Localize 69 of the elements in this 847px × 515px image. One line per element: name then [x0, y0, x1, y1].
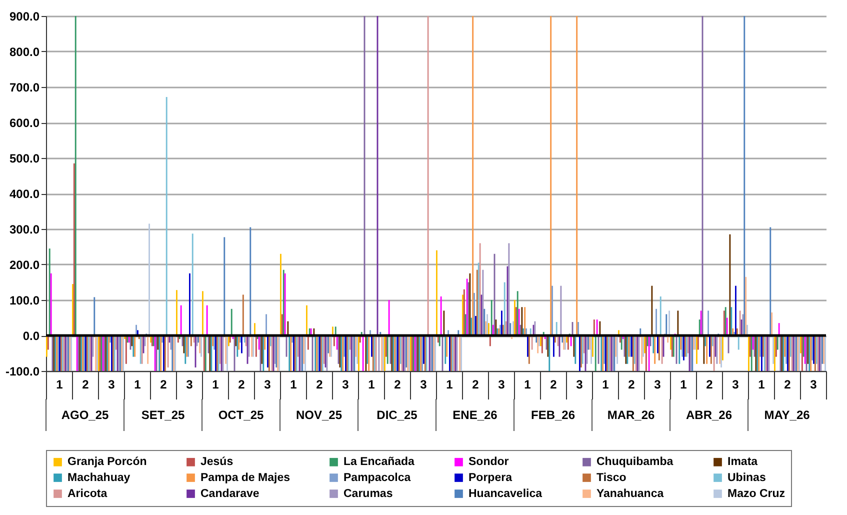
- text: SET_25: [141, 408, 186, 422]
- x-tick-label: 2: [472, 378, 480, 392]
- x-tick-label: 2: [550, 378, 558, 392]
- legend-label: Porpera: [468, 472, 513, 484]
- x-tick-label: 1: [212, 378, 220, 392]
- x-tick-label: 3: [420, 378, 428, 392]
- text: FEB_26: [530, 408, 576, 422]
- x-tick-label: 2: [316, 378, 324, 392]
- x-tick-label: 3: [498, 378, 506, 392]
- y-tick-label: 0.0: [22, 329, 40, 343]
- legend-label: Imata: [728, 456, 758, 468]
- x-tick-label: 3: [654, 378, 662, 392]
- text: NOV_25: [296, 408, 342, 422]
- legend-label: Huancavelica: [468, 488, 543, 500]
- x-tick-label: 2: [160, 378, 168, 392]
- x-tick-label: 2: [706, 378, 714, 392]
- x-tick-label: 1: [368, 378, 376, 392]
- y-tick-label: 900.0: [9, 10, 40, 24]
- y-tick-label: 800.0: [9, 45, 40, 59]
- text: MAR_26: [607, 408, 655, 422]
- x-tick-label: 1: [290, 378, 298, 392]
- x-tick-label: 2: [82, 378, 90, 392]
- legend-label: Pampacolca: [344, 472, 412, 484]
- text: ENE_26: [452, 408, 498, 422]
- y-tick-label: 100.0: [9, 294, 40, 308]
- y-tick-label: 700.0: [9, 80, 40, 94]
- x-tick-label: 1: [524, 378, 532, 392]
- x-tick-label: 1: [602, 378, 610, 392]
- x-tick-label: 3: [342, 378, 350, 392]
- x-tick-label: 2: [238, 378, 246, 392]
- x-tick-label: 1: [134, 378, 142, 392]
- legend-label: Chuquibamba: [596, 456, 674, 468]
- legend-label: Aricota: [68, 488, 108, 500]
- x-tick-label: 1: [56, 378, 64, 392]
- legend-label: Yanahuanca: [596, 488, 664, 500]
- text: OCT_25: [218, 408, 264, 422]
- y-tick-label: 300.0: [9, 222, 40, 236]
- y-tick-label: 600.0: [9, 116, 40, 130]
- legend-label: Ubinas: [728, 472, 766, 484]
- text: ABR_26: [686, 408, 732, 422]
- x-tick-label: 3: [732, 378, 740, 392]
- legend-label: Carumas: [344, 488, 393, 500]
- x-tick-label: 1: [446, 378, 454, 392]
- y-tick-label: -100.0: [5, 364, 40, 378]
- legend-label: Granja Porcón: [68, 456, 147, 468]
- y-tick-label: 200.0: [9, 258, 40, 272]
- x-tick-label: 2: [394, 378, 402, 392]
- legend-label: Pampa de Majes: [200, 472, 290, 484]
- x-tick-label: 3: [108, 378, 116, 392]
- x-tick-label: 3: [264, 378, 272, 392]
- y-tick-label: 400.0: [9, 187, 40, 201]
- x-tick-label: 2: [628, 378, 636, 392]
- text: MAY_26: [764, 408, 810, 422]
- text: AGO_25: [61, 408, 109, 422]
- x-tick-label: 3: [810, 378, 818, 392]
- legend-label: Jesús: [200, 456, 234, 468]
- text: DIC_25: [376, 408, 418, 422]
- x-tick-label: 1: [680, 378, 688, 392]
- legend-label: Mazo Cruz: [728, 488, 786, 500]
- legend-label: La Encañada: [344, 456, 416, 468]
- legend-label: Tisco: [596, 472, 626, 484]
- x-tick-label: 2: [784, 378, 792, 392]
- legend-label: Candarave: [200, 488, 260, 500]
- y-tick-label: 500.0: [9, 152, 40, 166]
- legend-label: Machahuay: [68, 472, 131, 484]
- x-tick-label: 1: [758, 378, 766, 392]
- x-tick-label: 3: [576, 378, 584, 392]
- x-tick-label: 3: [186, 378, 194, 392]
- legend-label: Sondor: [468, 456, 510, 468]
